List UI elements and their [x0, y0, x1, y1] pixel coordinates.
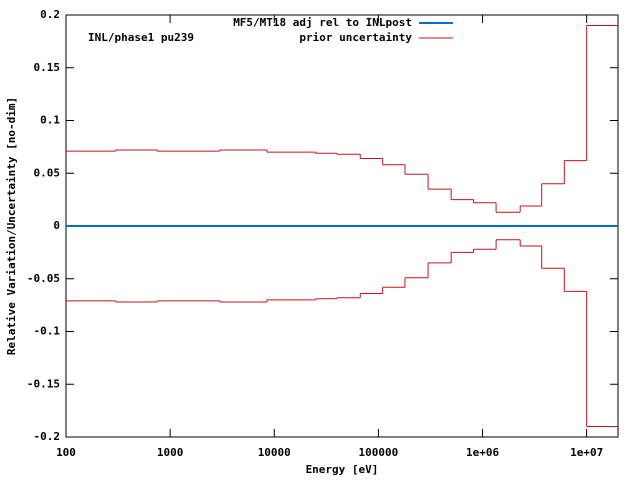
x-axis-label: Energy [eV] — [306, 463, 379, 476]
x-tick-label: 100 — [56, 446, 76, 459]
y-tick-label: -0.05 — [27, 272, 60, 285]
y-tick-label: -0.15 — [27, 377, 60, 390]
y-tick-label: 0.05 — [34, 166, 61, 179]
legend-label: MF5/MT18 adj rel to INLpost — [233, 16, 412, 29]
annotation: INL/phase1 pu239 — [88, 31, 194, 44]
legend-label: prior uncertainty — [299, 31, 412, 44]
y-axis-label: Relative Variation/Uncertainty [no-dim] — [5, 97, 18, 355]
x-tick-label: 10000 — [258, 446, 291, 459]
y-tick-label: -0.2 — [34, 430, 61, 443]
x-tick-label: 1e+06 — [466, 446, 499, 459]
y-tick-label: 0.1 — [40, 114, 60, 127]
y-tick-label: -0.1 — [34, 325, 61, 338]
y-tick-label: 0.2 — [40, 8, 60, 21]
x-tick-label: 100000 — [359, 446, 399, 459]
y-tick-label: 0.15 — [34, 61, 61, 74]
x-tick-label: 1e+07 — [570, 446, 603, 459]
y-tick-label: 0 — [53, 219, 60, 232]
x-tick-label: 1000 — [157, 446, 184, 459]
